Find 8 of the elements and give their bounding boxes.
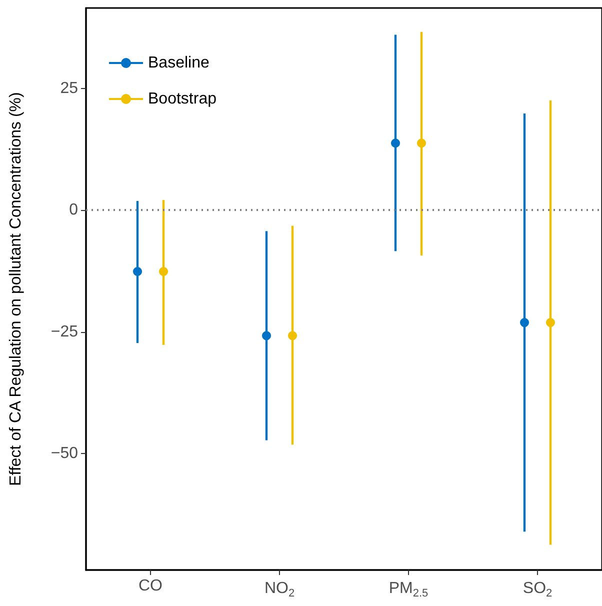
y-axis-title: Effect of CA Regulation on pollutant Concentrations (%) <box>8 92 24 486</box>
y-tick-label: −25 <box>50 323 78 340</box>
legend-label: Baseline <box>148 54 210 72</box>
legend-label: Bootstrap <box>148 90 217 108</box>
y-tick-label: 0 <box>69 202 78 219</box>
y-tick-label: −50 <box>50 444 78 462</box>
x-tick-label: CO <box>138 578 162 594</box>
y-tick-label: 25 <box>60 80 78 98</box>
